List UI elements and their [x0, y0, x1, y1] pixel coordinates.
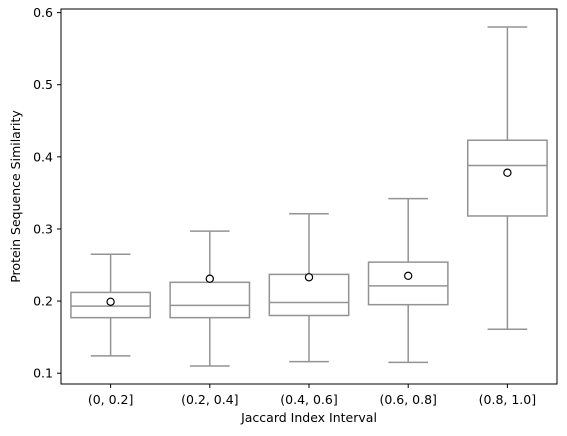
box-group	[169, 230, 251, 367]
box-iqr	[466, 139, 548, 217]
box-iqr	[367, 261, 449, 306]
mean-marker	[205, 274, 214, 283]
box-group	[70, 253, 152, 357]
y-tick-label: 0.2	[33, 294, 53, 309]
x-tick-label: (0.4, 0.6]	[280, 392, 337, 407]
x-tick-label: (0, 0.2]	[88, 392, 134, 407]
x-tick-label: (0.2, 0.4]	[181, 392, 238, 407]
axes: 0.1 0.2 0.3 0.4 0.5 0.6 (0, 0.2] (0.2, 0.4] (0.4…	[33, 5, 558, 407]
x-axis-label: Jaccard Index Interval	[240, 410, 377, 425]
mean-marker	[503, 168, 512, 177]
x-tick-label: (0.6, 0.8]	[379, 392, 436, 407]
y-axis-label: Protein Sequence Similarity	[8, 110, 23, 283]
mean-marker	[304, 273, 314, 282]
box-group	[367, 197, 449, 364]
mean-marker	[404, 271, 413, 281]
y-tick-label: 0.4	[33, 149, 53, 164]
x-tick-label: (0.8, 1.0]	[479, 392, 536, 407]
box-group	[466, 26, 548, 330]
y-tick-label: 0.5	[33, 77, 53, 92]
box-group	[268, 213, 350, 363]
plot-area	[70, 26, 548, 367]
y-tick-label: 0.3	[33, 221, 53, 236]
y-tick-label: 0.6	[33, 5, 53, 20]
y-tick-label: 0.1	[33, 366, 53, 381]
mean-marker	[106, 297, 115, 306]
box-iqr	[169, 281, 251, 319]
